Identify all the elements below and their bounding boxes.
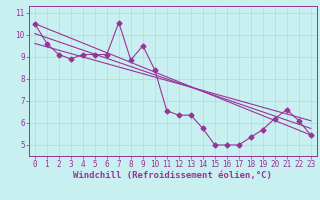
X-axis label: Windchill (Refroidissement éolien,°C): Windchill (Refroidissement éolien,°C): [73, 171, 272, 180]
